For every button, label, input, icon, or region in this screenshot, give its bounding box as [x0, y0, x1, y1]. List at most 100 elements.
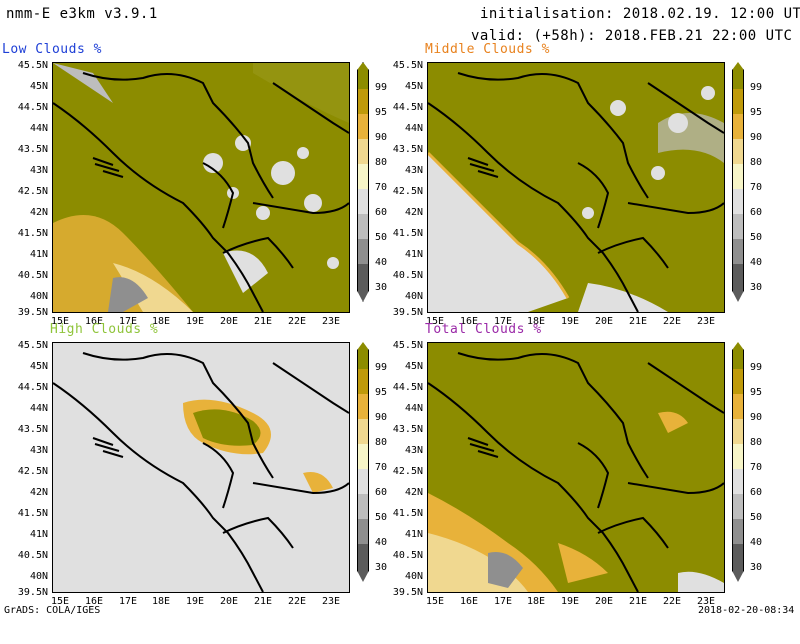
- lon-tick: 15E: [50, 316, 70, 327]
- colorbar: [732, 342, 744, 582]
- lat-tick: 41N: [29, 529, 48, 540]
- colorbar-label: 50: [750, 232, 763, 243]
- colorbar-label: 95: [750, 107, 763, 118]
- lat-tick: 39.5N: [17, 587, 48, 598]
- lat-tick: 45.5N: [17, 60, 48, 71]
- colorbar-label: 70: [375, 462, 388, 473]
- initialisation-time: initialisation: 2018.02.19. 12:00 UTC: [480, 6, 800, 22]
- lat-tick: 43.5N: [17, 144, 48, 155]
- lat-tick: 44.5N: [17, 102, 48, 113]
- lat-tick: 42N: [29, 207, 48, 218]
- lat-tick: 44N: [404, 123, 423, 134]
- lat-tick: 41.5N: [392, 508, 423, 519]
- colorbar-label: 95: [750, 387, 763, 398]
- lon-tick: 17E: [493, 316, 513, 327]
- lat-tick: 42.5N: [392, 186, 423, 197]
- lon-tick: 22E: [662, 316, 682, 327]
- lat-tick: 40N: [404, 571, 423, 582]
- colorbar-label: 80: [375, 437, 388, 448]
- lat-tick: 43.5N: [392, 424, 423, 435]
- colorbar-label: 50: [375, 232, 388, 243]
- lat-tick: 45.5N: [392, 340, 423, 351]
- lon-tick: 21E: [628, 316, 648, 327]
- lat-tick: 44.5N: [17, 382, 48, 393]
- colorbar-label: 60: [750, 487, 763, 498]
- middle-clouds-map: [427, 62, 725, 313]
- colorbar-label: 90: [375, 132, 388, 143]
- panel-high-clouds: High Clouds % 45.5N 45N 44.5N 44N 43.5N …: [0, 322, 400, 644]
- generation-timestamp: 2018-02-20-08:34: [698, 605, 795, 616]
- lat-tick: 39.5N: [392, 587, 423, 598]
- lon-tick: 23E: [696, 596, 716, 607]
- lon-tick: 17E: [118, 316, 138, 327]
- lat-tick: 42N: [404, 207, 423, 218]
- panel-title: Low Clouds %: [2, 42, 102, 57]
- grads-credit: GrADS: COLA/IGES: [4, 605, 101, 616]
- panel-low-clouds: Low Clouds %: [0, 42, 400, 364]
- lat-tick: 41N: [404, 249, 423, 260]
- lon-tick: 21E: [253, 596, 273, 607]
- lat-tick: 41N: [404, 529, 423, 540]
- lon-tick: 19E: [185, 596, 205, 607]
- panel-total-clouds: Total Clouds % 45.5N 45N 44.5N 44N: [375, 322, 775, 644]
- lon-tick: 16E: [459, 316, 479, 327]
- lat-tick: 45N: [29, 81, 48, 92]
- colorbar-label: 90: [375, 412, 388, 423]
- lat-tick: 43N: [404, 165, 423, 176]
- lon-tick: 20E: [594, 316, 614, 327]
- panel-title: High Clouds %: [50, 322, 159, 337]
- total-clouds-map: [427, 342, 725, 593]
- lon-tick: 17E: [118, 596, 138, 607]
- colorbar-label: 70: [750, 462, 763, 473]
- colorbar-label: 80: [750, 437, 763, 448]
- colorbar: [357, 342, 369, 582]
- lat-tick: 40.5N: [17, 550, 48, 561]
- colorbar-label: 70: [375, 182, 388, 193]
- lat-tick: 41.5N: [17, 508, 48, 519]
- colorbar-label: 40: [375, 537, 388, 548]
- lat-tick: 43.5N: [392, 144, 423, 155]
- lon-tick: 18E: [526, 596, 546, 607]
- colorbar-label: 99: [375, 362, 388, 373]
- lat-tick: 42.5N: [17, 466, 48, 477]
- colorbar-label: 70: [750, 182, 763, 193]
- lon-tick: 15E: [50, 596, 70, 607]
- lat-tick: 42.5N: [392, 466, 423, 477]
- lon-tick: 18E: [151, 596, 171, 607]
- model-title: nmm-E e3km v3.9.1: [6, 6, 158, 22]
- lon-tick: 21E: [628, 596, 648, 607]
- colorbar-label: 40: [750, 257, 763, 268]
- colorbar-label: 30: [750, 282, 763, 293]
- panel-title: Middle Clouds %: [425, 42, 550, 57]
- lat-tick: 44N: [29, 403, 48, 414]
- lat-tick: 42.5N: [17, 186, 48, 197]
- lat-tick: 45.5N: [17, 340, 48, 351]
- lat-tick: 40N: [404, 291, 423, 302]
- lat-tick: 45N: [404, 81, 423, 92]
- lat-tick: 41.5N: [17, 228, 48, 239]
- lat-tick: 40.5N: [392, 270, 423, 281]
- lon-tick: 21E: [253, 316, 273, 327]
- lon-tick: 15E: [425, 316, 445, 327]
- lon-tick: 20E: [219, 596, 239, 607]
- lon-tick: 22E: [287, 596, 307, 607]
- colorbar-label: 60: [375, 487, 388, 498]
- lon-tick: 19E: [560, 316, 580, 327]
- lat-tick: 45.5N: [392, 60, 423, 71]
- lon-tick: 20E: [594, 596, 614, 607]
- low-clouds-map: [52, 62, 350, 313]
- colorbar-label: 60: [750, 207, 763, 218]
- colorbar-label: 90: [750, 132, 763, 143]
- lat-tick: 43N: [29, 445, 48, 456]
- panel-middle-clouds: Middle Clouds % 45.5N: [375, 42, 775, 364]
- colorbar-label: 30: [375, 562, 388, 573]
- colorbar-label: 60: [375, 207, 388, 218]
- lat-tick: 44.5N: [392, 382, 423, 393]
- lon-tick: 19E: [185, 316, 205, 327]
- colorbar-label: 99: [750, 362, 763, 373]
- lat-tick: 40N: [29, 571, 48, 582]
- colorbar-label: 80: [375, 157, 388, 168]
- lat-tick: 39.5N: [17, 307, 48, 318]
- lat-tick: 39.5N: [392, 307, 423, 318]
- lon-tick: 20E: [219, 316, 239, 327]
